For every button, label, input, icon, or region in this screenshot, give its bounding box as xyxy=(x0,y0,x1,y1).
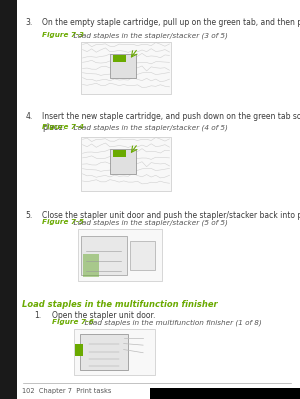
Text: 1.: 1. xyxy=(34,311,42,320)
Text: Load staples in the multifunction finisher: Load staples in the multifunction finish… xyxy=(22,300,218,309)
Text: Load staples in the stapler/stacker (3 of 5): Load staples in the stapler/stacker (3 o… xyxy=(69,32,228,39)
Bar xyxy=(110,54,136,77)
Bar xyxy=(81,137,171,191)
Bar xyxy=(81,236,127,275)
Bar xyxy=(75,344,82,356)
Bar xyxy=(113,150,125,158)
Text: Figure 7-6: Figure 7-6 xyxy=(52,319,94,325)
Text: 3.: 3. xyxy=(26,18,33,27)
Bar xyxy=(0,0,16,399)
Text: ENWW: ENWW xyxy=(269,388,291,394)
Text: Figure 7-4: Figure 7-4 xyxy=(42,124,84,130)
Text: 4.: 4. xyxy=(26,112,33,121)
Text: Figure 7-5: Figure 7-5 xyxy=(42,219,84,225)
Text: 102  Chapter 7  Print tasks: 102 Chapter 7 Print tasks xyxy=(22,388,112,394)
Text: Load staples in the stapler/stacker (4 of 5): Load staples in the stapler/stacker (4 o… xyxy=(69,124,228,131)
Bar xyxy=(74,329,154,375)
Bar xyxy=(78,229,162,281)
Text: Close the stapler unit door and push the stapler/stacker back into place.: Close the stapler unit door and push the… xyxy=(42,211,300,221)
Bar xyxy=(80,334,128,370)
Text: Figure 7-3: Figure 7-3 xyxy=(42,32,84,38)
Bar xyxy=(150,388,300,399)
Text: On the empty staple cartridge, pull up on the green tab, and then pull the empty: On the empty staple cartridge, pull up o… xyxy=(42,18,300,27)
Text: Load staples in the multifunction finisher (1 of 8): Load staples in the multifunction finish… xyxy=(80,319,261,326)
Bar xyxy=(81,42,171,94)
Text: Load staples in the stapler/stacker (5 of 5): Load staples in the stapler/stacker (5 o… xyxy=(69,219,228,226)
Bar xyxy=(130,241,155,270)
Text: Insert the new staple cartridge, and push down on the green tab so that the cart: Insert the new staple cartridge, and pus… xyxy=(42,112,300,132)
Text: Open the stapler unit door.: Open the stapler unit door. xyxy=(52,311,156,320)
Text: 5.: 5. xyxy=(26,211,33,221)
Bar xyxy=(113,55,125,62)
Bar xyxy=(82,254,99,277)
Bar xyxy=(110,150,136,174)
